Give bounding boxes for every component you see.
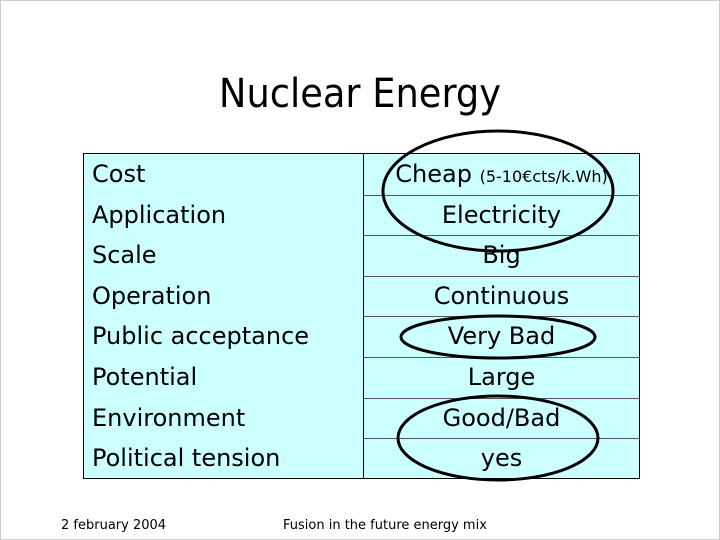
row-value: Electricity	[364, 195, 639, 236]
row-label: Potential	[92, 363, 198, 391]
row-value: Very Bad	[364, 316, 639, 357]
slide-title: Nuclear Energy	[218, 71, 502, 117]
value-text: Electricity	[441, 200, 562, 229]
value-text: Cheap	[395, 160, 472, 188]
value-text: Large	[467, 363, 536, 391]
row-label: Political tension	[92, 444, 281, 473]
row-divider	[364, 438, 639, 440]
row-label: Environment	[92, 403, 246, 432]
row-label: Cost	[92, 160, 146, 188]
value-text: Very Bad	[447, 322, 556, 351]
highlight-ellipse	[381, 129, 615, 253]
footer-text: Fusion in the future energy mix	[283, 518, 487, 533]
row-divider	[364, 194, 639, 196]
row-divider	[364, 235, 639, 237]
row-value: Continuous	[364, 276, 639, 317]
row-label: Operation	[92, 281, 212, 310]
highlight-ellipse	[396, 394, 600, 482]
footer-date: 2 february 2004	[61, 518, 167, 533]
row-divider	[364, 275, 639, 277]
value-text: Good/Bad	[442, 403, 561, 432]
row-value: Cheap (5-10€cts/k.Wh)	[364, 154, 639, 195]
value-note: (5-10€cts/k.Wh)	[479, 167, 608, 186]
row-value: Large	[364, 357, 639, 398]
row-label: Public acceptance	[92, 322, 310, 351]
row-value: yes	[364, 438, 639, 479]
label-column: Cost Application Scale Operation Public acce…	[83, 153, 365, 479]
highlight-ellipse	[399, 314, 597, 360]
row-value: Big	[364, 235, 639, 276]
value-text: Continuous	[433, 281, 570, 310]
row-label: Scale	[92, 241, 157, 270]
row-label: Application	[92, 200, 227, 229]
row-divider	[364, 397, 639, 399]
value-text: yes	[480, 444, 523, 473]
row-value: Good/Bad	[364, 398, 639, 439]
value-text: Big	[482, 241, 521, 270]
